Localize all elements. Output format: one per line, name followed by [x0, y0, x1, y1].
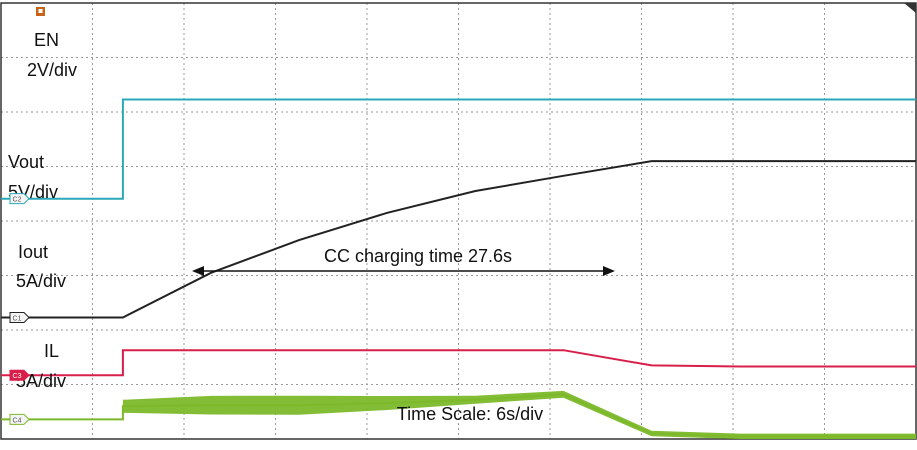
- trace-il-ripple: [122, 390, 916, 439]
- corner-marker-icon: [904, 3, 916, 13]
- scale-en: 2V/div: [27, 60, 77, 80]
- time-scale-label: Time Scale: 6s/div: [397, 404, 543, 424]
- trace-en: [1, 98, 916, 200]
- cc-charging-time-label: CC charging time 27.6s: [324, 246, 512, 266]
- label-il: IL: [44, 341, 59, 361]
- svg-text:C4: C4: [13, 417, 22, 424]
- trace-iout: [1, 349, 916, 377]
- svg-text:C3: C3: [13, 373, 22, 380]
- channel-marker-c2: C2: [9, 193, 30, 205]
- svg-text:C2: C2: [13, 197, 22, 204]
- arrow-left-head: [192, 266, 204, 276]
- channel-marker-c4: C4: [9, 413, 30, 425]
- plot-frame: [0, 2, 917, 440]
- svg-text:C1: C1: [13, 315, 22, 322]
- label-vout: Vout: [8, 152, 44, 172]
- trace-vout: [1, 160, 916, 319]
- scale-iout: 5A/div: [16, 271, 66, 291]
- channel-marker-c3: C3: [9, 369, 30, 381]
- label-en: EN: [34, 30, 59, 50]
- arrow-right-head: [603, 266, 615, 276]
- channel-marker-c1: C1: [9, 311, 30, 323]
- label-iout: Iout: [18, 242, 48, 262]
